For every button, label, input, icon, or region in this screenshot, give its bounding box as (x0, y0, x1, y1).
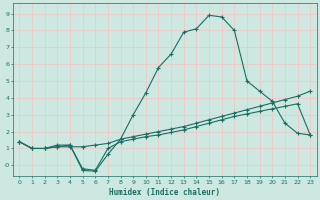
X-axis label: Humidex (Indice chaleur): Humidex (Indice chaleur) (109, 188, 220, 197)
